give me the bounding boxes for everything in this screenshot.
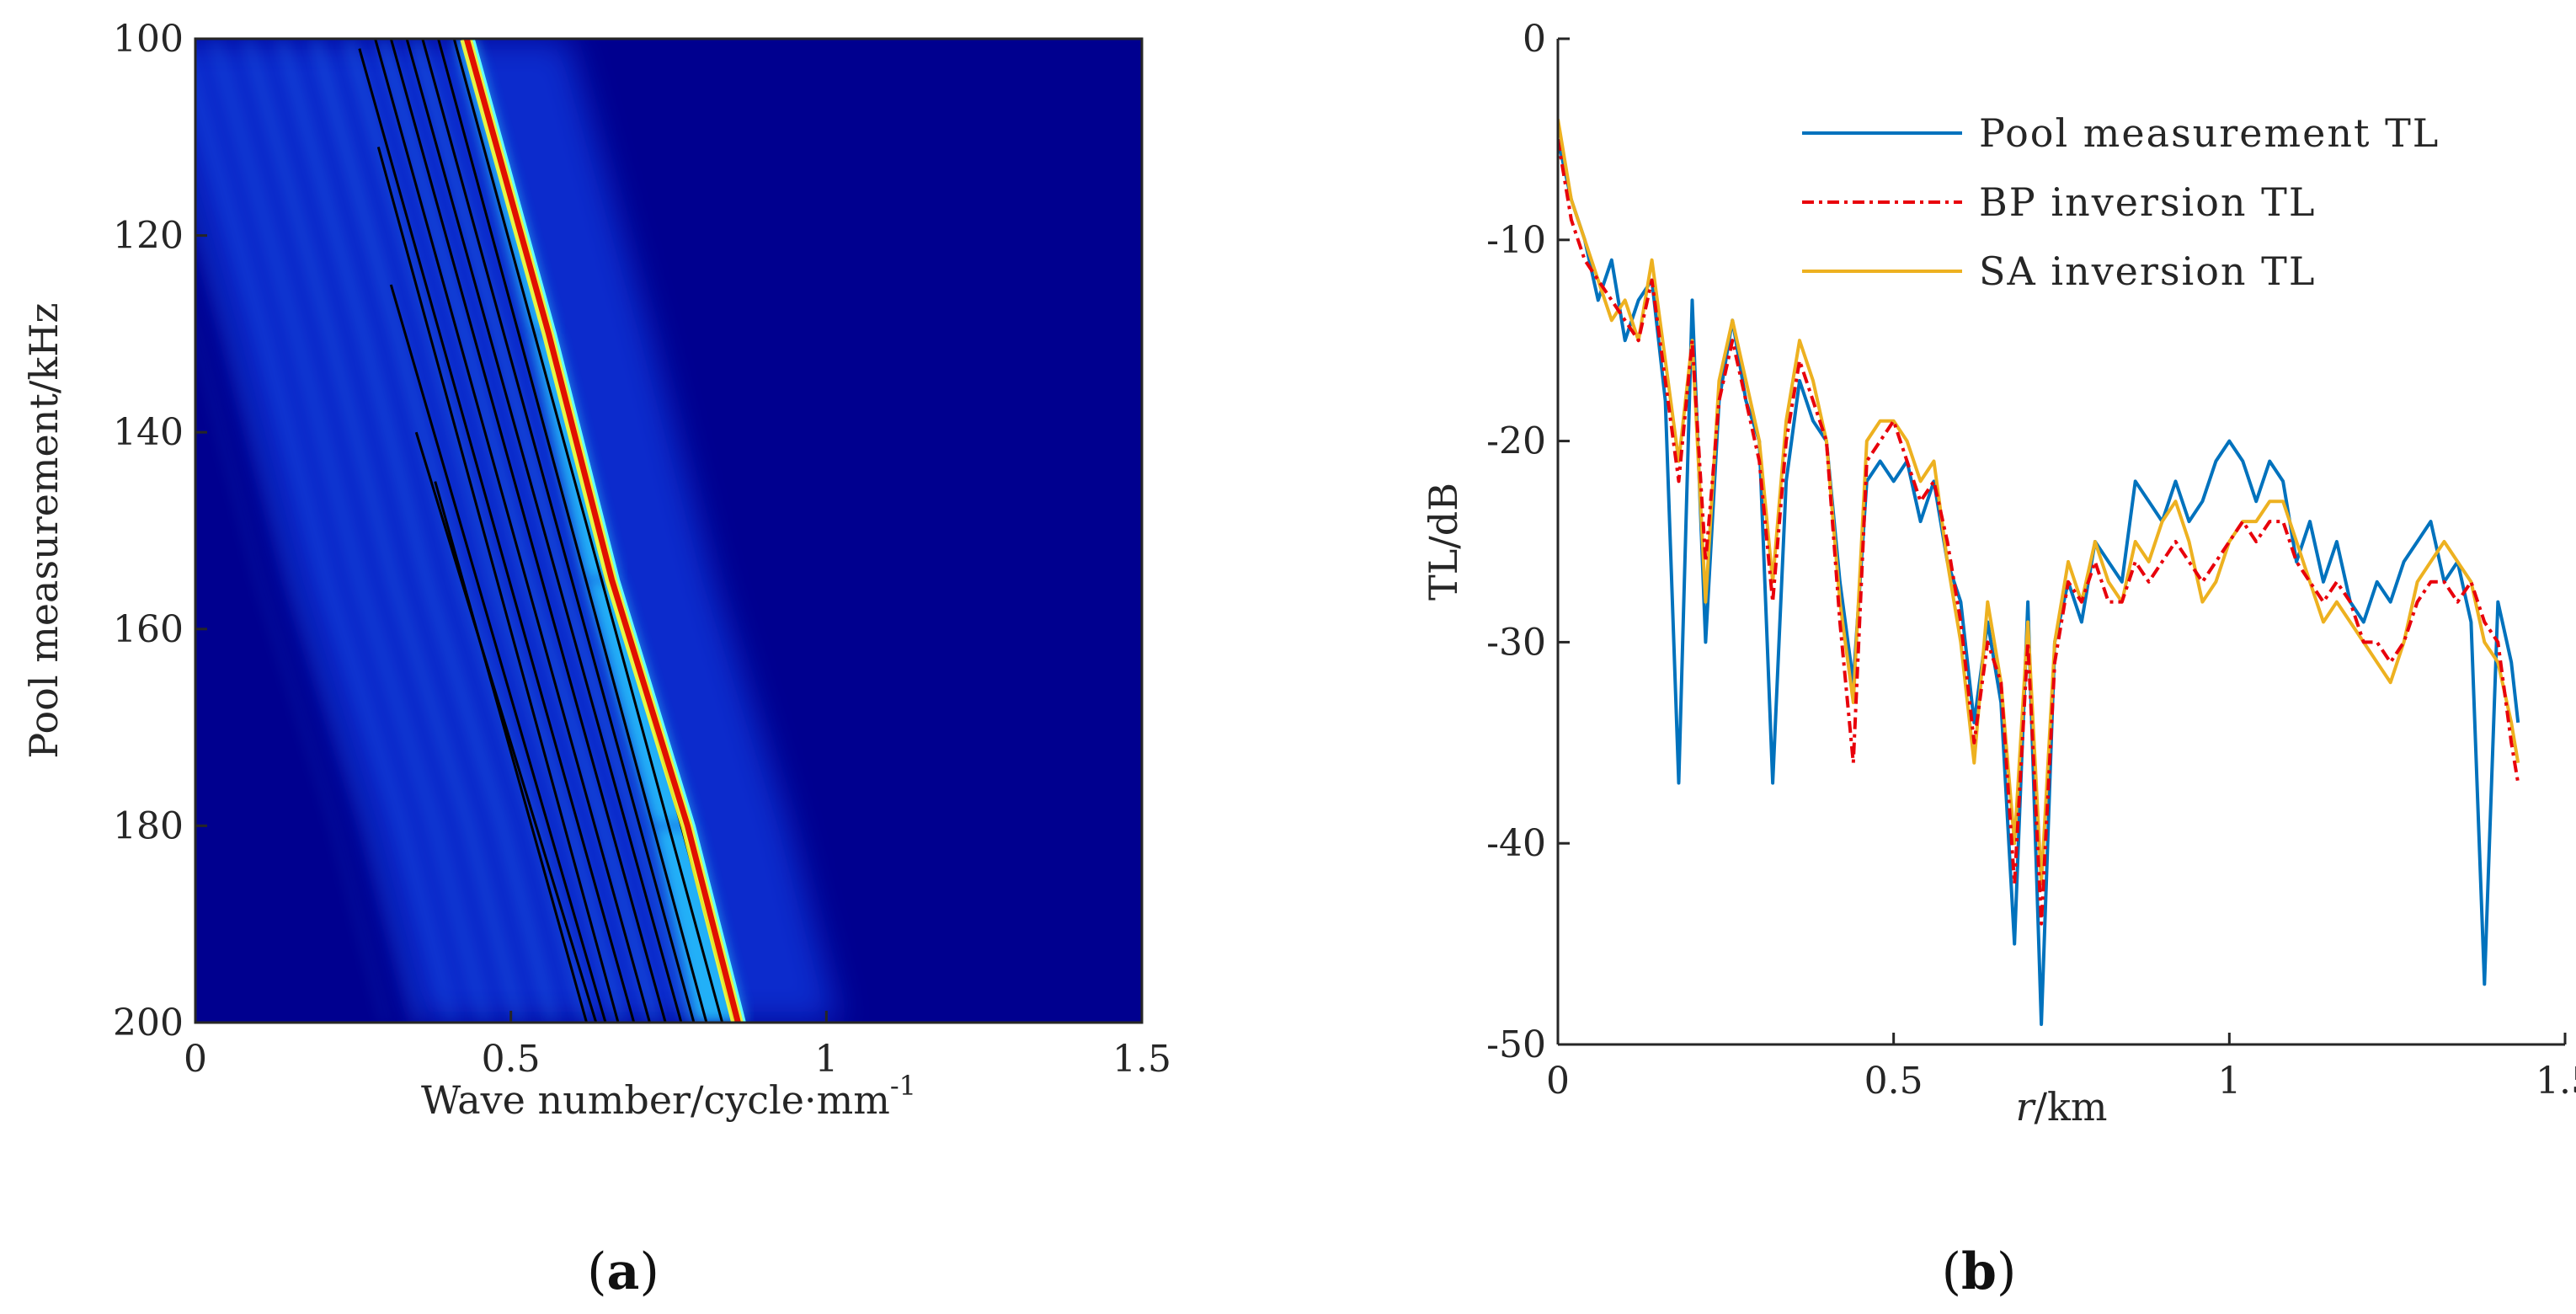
panel-a-frame [194, 37, 1144, 1024]
dispersion-curve [389, 39, 667, 1023]
panel-a-ytick-label: 200 [113, 1002, 184, 1044]
panel-a-xtick-label: 1.5 [1112, 1038, 1171, 1081]
panel-b-ytick-label: -20 [1486, 420, 1546, 463]
dispersion-curve [437, 39, 708, 1023]
series-line [1558, 139, 2520, 926]
dispersion-curve [421, 39, 696, 1023]
panel-b-axes: 0 0.5 1 1.5 0 -10 -20 -30 -40 -50 [1486, 18, 2576, 1103]
heatmap-stripe [245, 39, 522, 1023]
panel-b-ylabel: TL/dB [1421, 483, 1466, 601]
panel-b-xtick-label: 0 [1546, 1060, 1570, 1103]
panel-a-ylabel: Pool measurement/kHz [21, 302, 67, 758]
legend-label: Pool measurement TL [1979, 110, 2440, 156]
heatmap-stripe [211, 39, 488, 1023]
panel-b-label-letter: b [1961, 1242, 1997, 1301]
dispersion-curve [389, 284, 607, 1023]
panel-a-ytick-label: 140 [113, 411, 184, 454]
dispersion-curve [452, 39, 724, 1023]
legend-label: SA inversion TL [1979, 248, 2316, 294]
panel-b-plot-area [1558, 39, 2565, 1044]
panel-b-xtick-label: 1 [2217, 1060, 2241, 1103]
dispersion-curve [358, 48, 636, 1023]
panel-a-heatmap: 0 0.5 1 1.5 100 120 140 160 180 200 Wave number/c… [21, 18, 1171, 1301]
dispersion-curve [434, 481, 589, 1023]
panel-b-label-close: ) [1997, 1242, 2016, 1301]
dispersion-curve [376, 147, 620, 1023]
panel-b-xlabel-rest: /km [2035, 1084, 2108, 1130]
heatmap-stripe [195, 83, 455, 1023]
dispersion-curve [414, 431, 598, 1023]
panel-a-ytick-label: 160 [113, 608, 184, 651]
panel-a-label-open: ( [587, 1242, 606, 1301]
panel-b-ytick-label: -40 [1486, 822, 1546, 865]
panel-b-label: (b) [1942, 1242, 2017, 1301]
panel-a-label-close: ) [639, 1242, 659, 1301]
panel-a-xlabel-text: Wave number/cycle·mm [421, 1077, 890, 1123]
legend-label: BP inversion TL [1979, 179, 2316, 225]
panel-b-ytick-label: -50 [1486, 1023, 1546, 1066]
panel-b-ytick-label: -30 [1486, 621, 1546, 664]
panel-b-label-open: ( [1942, 1242, 1961, 1301]
panel-a-ytick-label: 180 [113, 804, 184, 847]
panel-a-ytick-label: 120 [113, 215, 184, 258]
panel-a-xtick-label: 0 [184, 1038, 207, 1081]
panel-b-xlabel: r/km [2016, 1084, 2108, 1130]
panel-b-xtick-label: 1.5 [2536, 1060, 2576, 1103]
ridge-core-red [463, 39, 741, 1023]
heatmap-stripe [279, 39, 556, 1023]
panel-a-xtick-label: 1 [814, 1038, 838, 1081]
panel-b-legend: Pool measurement TL BP inversion TL SA inv… [1802, 110, 2440, 294]
heatmap-stripe [413, 39, 691, 1023]
panel-a-xlabel-sup: -1 [890, 1070, 916, 1102]
panel-b-line-chart: 0 0.5 1 1.5 0 -10 -20 -30 -40 -50 r/km TL/dB Pool… [1421, 18, 2576, 1301]
ridge-edge [472, 39, 746, 1023]
panel-a-xtick-label: 0.5 [482, 1038, 541, 1081]
panel-a-label-letter: a [607, 1242, 640, 1301]
dispersion-curve [405, 39, 683, 1023]
panel-a-xlabel: Wave number/cycle·mm-1 [421, 1070, 916, 1123]
dispersion-curve [374, 39, 651, 1023]
panel-a-axes: 0 0.5 1 1.5 100 120 140 160 180 200 [113, 18, 1171, 1081]
ridge-line [460, 39, 746, 1023]
panel-b-ytick-label: -10 [1486, 219, 1546, 262]
heatmap-stripe [380, 39, 657, 1023]
panel-b-ytick-label: 0 [1523, 18, 1546, 61]
panel-a-ytick-label: 100 [113, 18, 184, 61]
panel-b-series [1558, 119, 2520, 1027]
panel-a-label: (a) [587, 1242, 659, 1301]
heatmap-stripe [195, 325, 387, 1023]
panel-b-xlabel-r: r [2016, 1084, 2037, 1130]
panel-b-xtick-label: 0.5 [1864, 1060, 1923, 1103]
